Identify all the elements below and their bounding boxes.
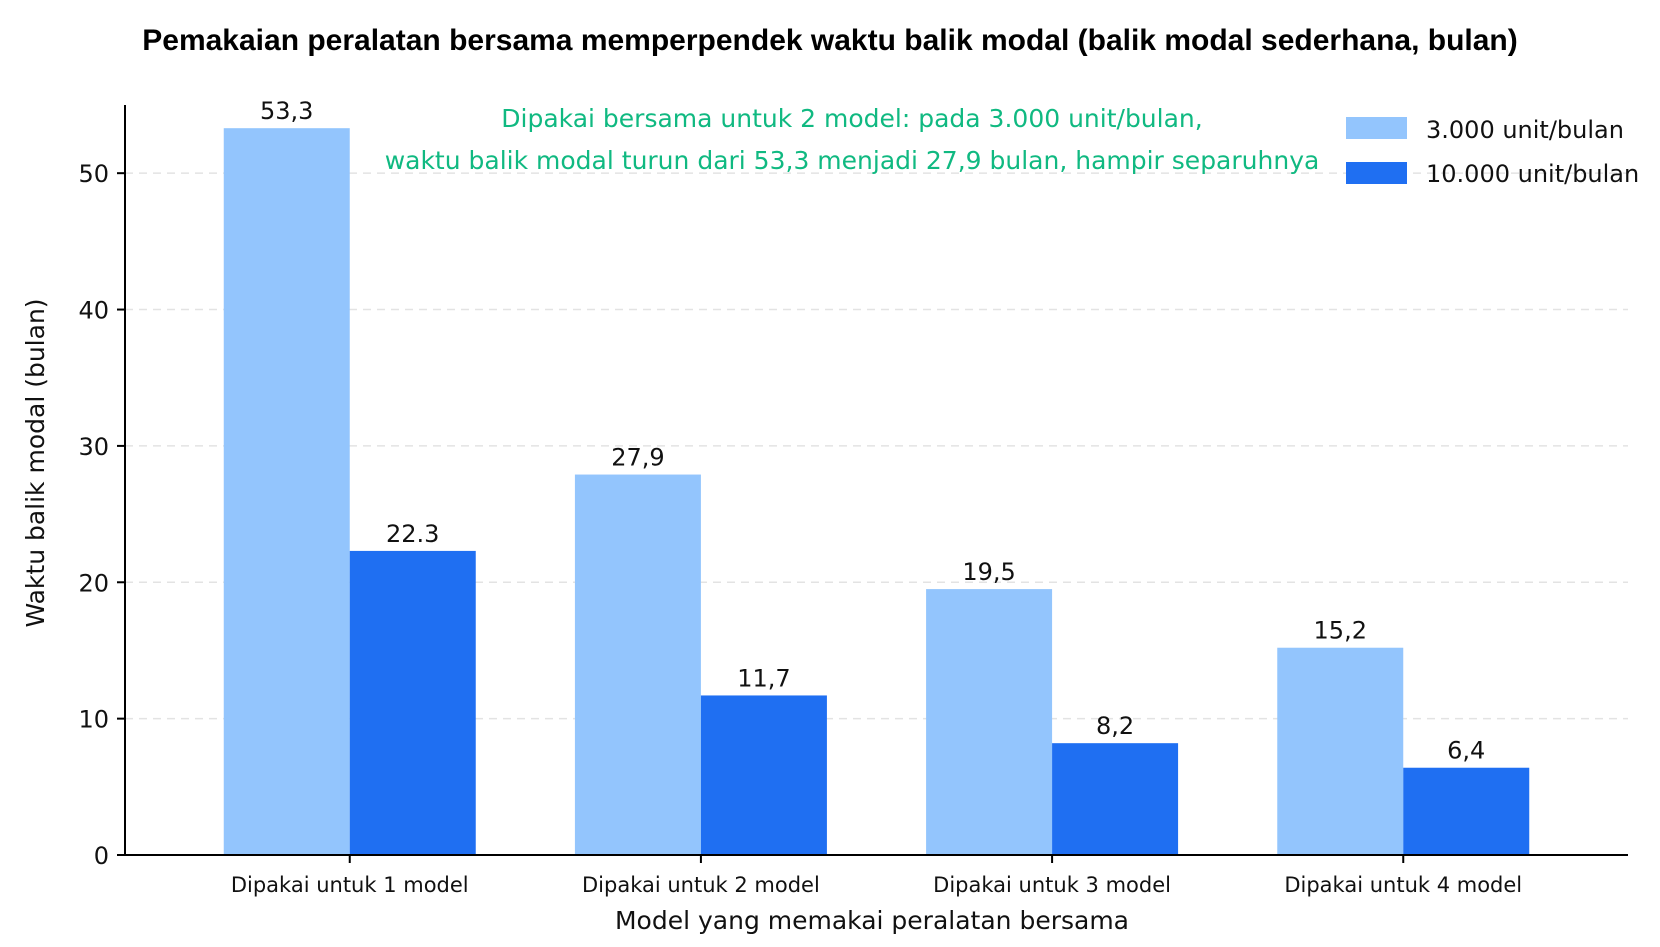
bar-series-1-1: [574, 474, 701, 855]
y-tick-label-4: 40: [78, 297, 109, 325]
y-tick-label-1: 10: [78, 706, 109, 734]
data-label-series-1-0: 53,3: [260, 97, 313, 125]
y-tick-label-2: 20: [78, 569, 109, 597]
y-axis-title: Waktu balik modal (bulan): [21, 298, 50, 627]
annotation-line-1: Dipakai bersama untuk 2 model: pada 3.00…: [501, 104, 1202, 133]
data-label-series-2-3: 6,4: [1447, 737, 1485, 765]
x-tick-label-0: Dipakai untuk 1 model: [231, 873, 469, 897]
bar-series-2-2: [1052, 743, 1179, 855]
bar-series-1-2: [926, 589, 1053, 855]
data-label-series-1-2: 19,5: [962, 558, 1015, 586]
axes: 0 10 20 30 40 50 Dipakai untuk 1 model Dipakai …: [78, 105, 1628, 897]
annotation-line-2: waktu balik modal turun dari 53,3 menjad…: [385, 146, 1320, 175]
data-label-series-1-3: 15,2: [1314, 617, 1367, 645]
legend: 3.000 unit/bulan 10.000 unit/bulan: [1346, 116, 1639, 188]
legend-label-series-1: 3.000 unit/bulan: [1426, 116, 1624, 144]
data-label-series-2-0: 22.3: [386, 520, 439, 548]
x-tick-label-2: Dipakai untuk 3 model: [933, 873, 1171, 897]
data-label-series-2-2: 8,2: [1096, 712, 1134, 740]
bar-series-2-0: [349, 550, 476, 855]
bar-series-1-0: [223, 128, 350, 855]
bar-series-2-1: [700, 695, 827, 855]
annotation: Dipakai bersama untuk 2 model: pada 3.00…: [385, 104, 1320, 175]
bars: [223, 128, 1530, 855]
bar-series-2-3: [1403, 767, 1530, 855]
y-tick-label-0: 0: [94, 842, 109, 870]
y-tick-label-5: 50: [78, 160, 109, 188]
legend-swatch-series-1: [1346, 117, 1407, 139]
legend-label-series-2: 10.000 unit/bulan: [1426, 160, 1639, 188]
bar-series-1-3: [1277, 647, 1404, 855]
x-axis-title: Model yang memakai peralatan bersama: [615, 906, 1129, 935]
x-tick-label-3: Dipakai untuk 4 model: [1284, 873, 1522, 897]
data-label-series-2-1: 11,7: [737, 664, 790, 692]
data-label-series-1-1: 27,9: [611, 444, 664, 472]
legend-swatch-series-2: [1346, 162, 1407, 184]
data-labels: 53,3 22.3 27,9 11,7 19,5 8,2 15,2 6,4: [260, 97, 1485, 765]
y-tick-label-3: 30: [78, 433, 109, 461]
x-tick-label-1: Dipakai untuk 2 model: [582, 873, 820, 897]
chart-title: Pemakaian peralatan bersama memperpendek…: [142, 24, 1518, 57]
